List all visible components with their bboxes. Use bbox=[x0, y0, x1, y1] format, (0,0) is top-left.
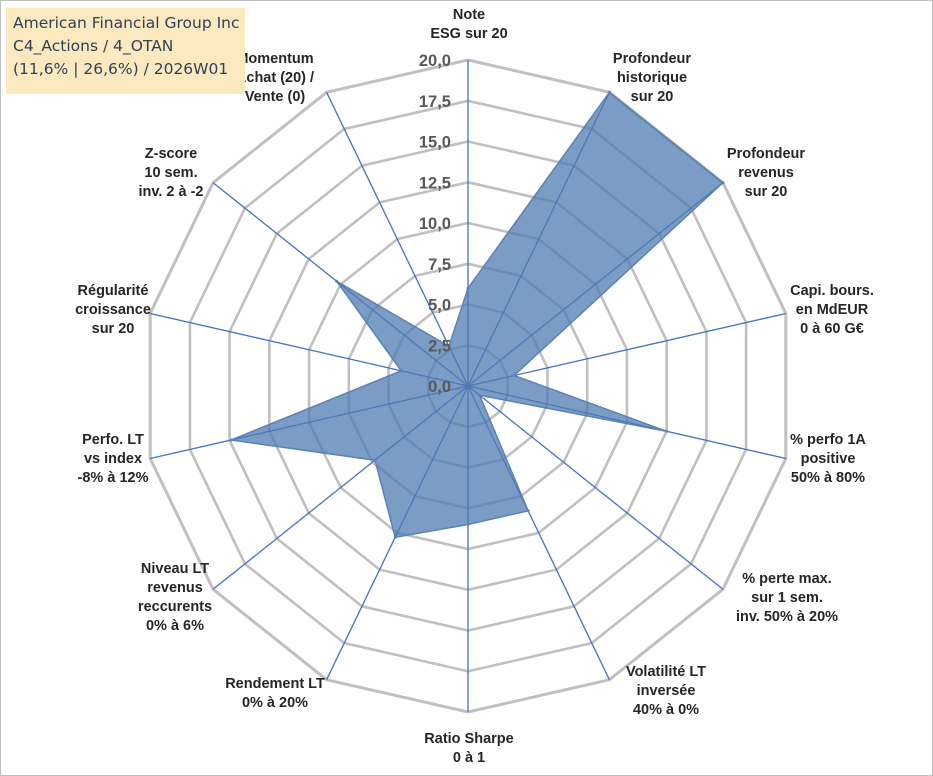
axis-label-1: Profondeur historique sur 20 bbox=[613, 51, 691, 105]
tick-label-1: 2,5 bbox=[428, 337, 451, 355]
axis-label-8-line-1: 0% à 20% bbox=[242, 695, 308, 711]
axis-label-6-line-2: 40% à 0% bbox=[633, 702, 699, 718]
axis-label-7-line-0: Ratio Sharpe bbox=[424, 731, 513, 747]
axis-label-2-line-1: revenus bbox=[738, 165, 794, 181]
data-point-6 bbox=[526, 509, 530, 513]
axis-label-4: % perfo 1A positive 50% à 80% bbox=[790, 432, 866, 486]
axis-label-9: Niveau LT revenus reccurents 0% à 6% bbox=[138, 561, 212, 634]
axis-label-13-line-1: Achat (20) / bbox=[236, 70, 314, 86]
performance-week: (11,6% | 26,6%) / 2026W01 bbox=[13, 60, 229, 78]
data-point-4 bbox=[665, 429, 669, 433]
data-point-0 bbox=[466, 286, 470, 290]
axis-label-4-line-2: 50% à 80% bbox=[791, 470, 865, 486]
axis-label-9-line-2: reccurents bbox=[138, 599, 212, 615]
axis-label-9-line-1: revenus bbox=[147, 580, 203, 596]
portfolio-category: C4_Actions / 4_OTAN bbox=[13, 37, 174, 55]
axis-label-12: Z-score 10 sem. inv. 2 à -2 bbox=[138, 146, 203, 200]
axis-label-1-line-1: historique bbox=[617, 70, 687, 86]
radar-tick-labels: 0,0 2,5 5,0 7,5 10,0 12,5 15,0 17,5 20,0 bbox=[419, 52, 451, 396]
data-point-10 bbox=[229, 438, 233, 442]
tick-label-4: 10,0 bbox=[419, 215, 451, 233]
axis-label-11: Régularité croissance sur 20 bbox=[75, 283, 151, 337]
axis-label-0: Note ESG sur 20 bbox=[430, 7, 507, 42]
axis-label-6: Volatilité LT inversée 40% à 0% bbox=[626, 664, 706, 718]
axis-label-5-line-1: sur 1 sem. bbox=[751, 590, 823, 606]
axis-label-13-line-0: Momentum bbox=[236, 51, 313, 67]
axis-label-9-line-3: 0% à 6% bbox=[146, 618, 204, 634]
axis-spoke-5 bbox=[467, 385, 724, 590]
axis-label-1-line-0: Profondeur bbox=[613, 51, 691, 67]
axis-label-5-line-0: % perte max. bbox=[742, 571, 831, 587]
axis-label-12-line-2: inv. 2 à -2 bbox=[138, 184, 203, 200]
axis-label-3: Capi. bours. en MdEUR 0 à 60 G€ bbox=[790, 283, 874, 337]
tick-label-7: 17,5 bbox=[419, 93, 451, 111]
data-point-7 bbox=[466, 523, 470, 526]
axis-label-8-line-0: Rendement LT bbox=[225, 676, 325, 692]
tick-label-3: 7,5 bbox=[428, 256, 451, 274]
axis-label-3-line-2: 0 à 60 G€ bbox=[800, 321, 864, 337]
axis-label-13-line-2: Vente (0) bbox=[245, 89, 306, 105]
data-point-12 bbox=[335, 279, 339, 283]
axis-label-12-line-0: Z-score bbox=[145, 146, 197, 162]
data-point-5 bbox=[478, 393, 481, 397]
axis-label-7-line-1: 0 à 1 bbox=[453, 750, 485, 766]
radar-axis-labels: Note ESG sur 20 Profondeur historique sur 20… bbox=[75, 7, 874, 766]
data-point-11 bbox=[399, 369, 403, 373]
tick-label-6: 15,0 bbox=[419, 134, 451, 152]
axis-label-5: % perte max. sur 1 sem. inv. 50% à 20% bbox=[736, 571, 838, 625]
axis-label-0-line-1: ESG sur 20 bbox=[430, 26, 507, 42]
axis-label-13: Momentum Achat (20) / Vente (0) bbox=[236, 51, 314, 105]
axis-label-3-line-1: en MdEUR bbox=[796, 302, 869, 318]
tick-label-8: 20,0 bbox=[419, 52, 451, 70]
data-point-9 bbox=[373, 458, 377, 462]
title-box: American Financial Group Inc C4_Actions … bbox=[6, 8, 245, 94]
axis-label-11-line-0: Régularité bbox=[78, 283, 149, 299]
axis-label-2-line-0: Profondeur bbox=[727, 146, 805, 162]
axis-label-2: Profondeur revenus sur 20 bbox=[727, 146, 805, 200]
axis-label-4-line-0: % perfo 1A bbox=[790, 432, 866, 448]
axis-label-12-line-1: 10 sem. bbox=[144, 165, 197, 181]
axis-label-0-line-0: Note bbox=[453, 7, 485, 23]
axis-spoke-13 bbox=[326, 92, 469, 387]
axis-label-10-line-0: Perfo. LT bbox=[82, 432, 144, 448]
axis-label-2-line-2: sur 20 bbox=[745, 184, 788, 200]
data-point-1 bbox=[607, 90, 611, 94]
axis-spoke-3 bbox=[467, 312, 786, 387]
axis-label-6-line-1: inversée bbox=[637, 683, 696, 699]
axis-label-1-line-2: sur 20 bbox=[631, 89, 674, 105]
data-point-2 bbox=[721, 181, 725, 185]
axis-label-5-line-2: inv. 50% à 20% bbox=[736, 609, 838, 625]
data-point-13 bbox=[447, 344, 451, 348]
axis-label-11-line-1: croissance bbox=[75, 302, 151, 318]
axis-label-6-line-0: Volatilité LT bbox=[626, 664, 706, 680]
data-point-3 bbox=[512, 374, 516, 377]
data-point-8 bbox=[393, 535, 397, 539]
axis-label-3-line-0: Capi. bours. bbox=[790, 283, 874, 299]
axis-label-10-line-1: vs index bbox=[84, 451, 142, 467]
radar-series bbox=[228, 90, 725, 539]
company-name: American Financial Group Inc bbox=[13, 14, 240, 32]
axis-label-4-line-1: positive bbox=[801, 451, 856, 467]
axis-label-10-line-2: -8% à 12% bbox=[78, 470, 149, 486]
axis-label-9-line-0: Niveau LT bbox=[141, 561, 209, 577]
tick-label-5: 12,5 bbox=[419, 174, 451, 192]
tick-label-2: 5,0 bbox=[428, 297, 451, 315]
tick-label-0: 0,0 bbox=[428, 378, 451, 396]
axis-label-10: Perfo. LT vs index -8% à 12% bbox=[78, 432, 149, 486]
axis-label-8: Rendement LT 0% à 20% bbox=[225, 676, 325, 711]
axis-label-7: Ratio Sharpe 0 à 1 bbox=[424, 731, 513, 766]
axis-label-11-line-2: sur 20 bbox=[92, 321, 135, 337]
